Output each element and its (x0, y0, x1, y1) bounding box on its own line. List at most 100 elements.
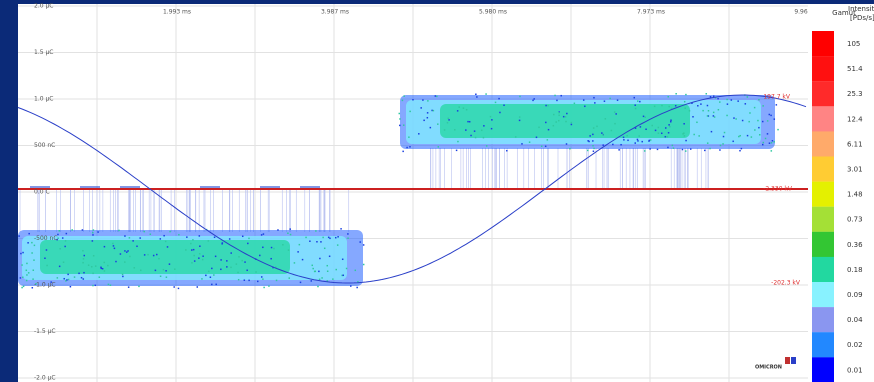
pd-dot (238, 256, 240, 258)
pd-dot (535, 136, 538, 139)
pd-dot (506, 149, 508, 152)
pd-dot (566, 112, 568, 115)
pd-dot (437, 146, 440, 148)
pd-dot (458, 106, 460, 108)
pd-dot (564, 116, 567, 118)
pd-dot (159, 275, 162, 277)
pd-dot (427, 100, 429, 102)
pd-dot (27, 272, 30, 274)
pd-dot (402, 124, 405, 126)
pd-dot (462, 107, 465, 109)
pd-dot (27, 242, 29, 244)
pd-dot (82, 278, 85, 280)
pd-dot (255, 271, 257, 273)
pd-dot (299, 281, 302, 284)
pd-dot (56, 238, 58, 241)
pd-dot (706, 115, 709, 117)
pd-dot (545, 104, 547, 107)
legend-label: 6.11 (847, 140, 863, 148)
pd-dot (80, 186, 100, 189)
pd-dot (475, 93, 477, 96)
pd-dot (696, 121, 698, 124)
pd-dot (602, 144, 604, 146)
pd-dot (22, 285, 25, 288)
x-axis-label: 7.973 ms (637, 9, 665, 16)
legend-swatch (812, 156, 834, 182)
pd-dot (193, 260, 196, 262)
pd-dot (634, 127, 637, 129)
pd-dot (213, 274, 215, 276)
pd-dot (443, 129, 446, 131)
pd-dot (119, 253, 122, 255)
pd-dot (310, 280, 313, 282)
pd-dot (334, 236, 337, 239)
pd-dot (588, 140, 590, 143)
legend-label: 12.4 (847, 115, 863, 123)
pd-dot (770, 142, 773, 144)
pd-dot (684, 107, 686, 109)
pd-dot (446, 121, 449, 124)
pd-dot (94, 265, 97, 267)
y-axis-label: -1.0 µC (34, 282, 56, 289)
pd-dot (318, 270, 320, 273)
pd-dot (750, 136, 753, 138)
pd-dot (287, 249, 290, 251)
pd-dot (83, 271, 85, 274)
pd-dot (92, 284, 94, 287)
pd-dot (362, 263, 365, 266)
pd-dot (322, 236, 324, 239)
pd-dot (241, 235, 244, 238)
pd-dot (56, 277, 59, 279)
pd-dot (761, 120, 764, 123)
pd-dot (722, 143, 724, 145)
pd-dot (326, 264, 329, 267)
pd-dot (26, 274, 28, 276)
pd-dot (165, 276, 168, 278)
pd-dot (57, 233, 59, 236)
pd-dot (668, 124, 670, 126)
pd-dot (107, 264, 109, 267)
pd-dot (587, 140, 589, 142)
pd-dot (272, 266, 274, 269)
pd-dot (332, 278, 334, 280)
pd-dot (482, 136, 485, 139)
pd-dot (21, 264, 23, 266)
pd-dot (709, 96, 712, 98)
y-axis-label: 2.0 µC (34, 3, 53, 10)
pd-dot (362, 244, 365, 246)
pd-dot (737, 100, 739, 102)
pd-dot (642, 115, 645, 118)
pd-dot (185, 249, 187, 251)
pd-dot (667, 146, 669, 149)
pd-dot (645, 128, 647, 131)
pd-dot (320, 241, 322, 243)
pd-dot (97, 231, 99, 233)
pd-dot (73, 276, 76, 278)
pd-dot (418, 133, 420, 135)
logo-mark (785, 357, 790, 364)
pd-dot (152, 254, 155, 257)
pd-dot (112, 245, 115, 247)
pd-dot (169, 230, 171, 233)
pd-dot (596, 125, 598, 128)
pd-dot (44, 257, 46, 259)
pd-dot (519, 95, 521, 98)
pd-dot (143, 254, 146, 256)
legend-label: 0.04 (847, 316, 863, 324)
pd-dot (666, 135, 669, 138)
pd-dot (192, 248, 195, 251)
pd-dot (436, 95, 438, 98)
pd-dot (697, 105, 699, 107)
legend-label: 0.09 (847, 291, 863, 299)
pd-dot (712, 111, 715, 114)
pd-dot (63, 277, 65, 280)
pd-dot (693, 133, 695, 136)
pd-dot (775, 104, 778, 106)
pd-dot (230, 252, 232, 254)
legend-label: 3.01 (847, 166, 863, 174)
voltage-zero-label: -2.330 kV (763, 186, 793, 193)
pd-dot (45, 249, 48, 251)
pd-dot (702, 109, 704, 112)
pd-dot (207, 270, 210, 273)
pd-dot (357, 281, 359, 283)
